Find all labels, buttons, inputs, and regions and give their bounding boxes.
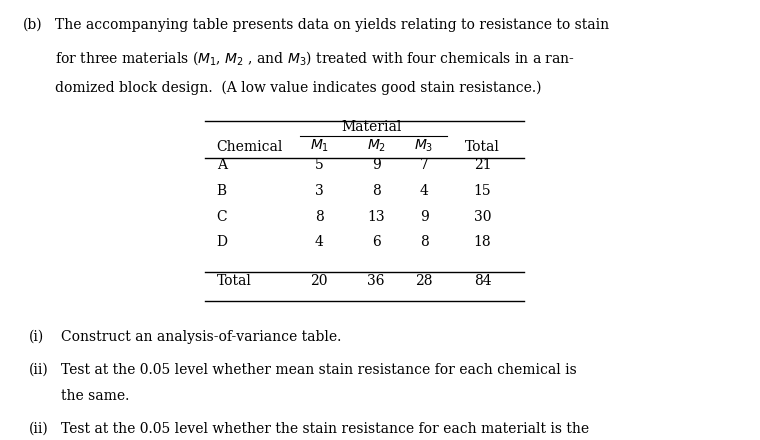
Text: 4: 4 bbox=[420, 184, 429, 198]
Text: Test at the 0.05 level whether mean stain resistance for each chemical is: Test at the 0.05 level whether mean stai… bbox=[61, 363, 577, 377]
Text: D: D bbox=[217, 235, 227, 249]
Text: 4: 4 bbox=[315, 235, 324, 249]
Text: 21: 21 bbox=[473, 158, 492, 172]
Text: 9: 9 bbox=[420, 209, 429, 224]
Text: Material: Material bbox=[341, 120, 402, 134]
Text: Total: Total bbox=[465, 140, 500, 154]
Text: (i): (i) bbox=[29, 330, 44, 344]
Text: 28: 28 bbox=[415, 274, 433, 288]
Text: 5: 5 bbox=[315, 158, 324, 172]
Text: C: C bbox=[217, 209, 227, 224]
Text: the same.: the same. bbox=[61, 389, 129, 403]
Text: (ii): (ii) bbox=[29, 363, 49, 377]
Text: 8: 8 bbox=[315, 209, 324, 224]
Text: 6: 6 bbox=[372, 235, 381, 249]
Text: (b): (b) bbox=[23, 18, 43, 32]
Text: for three materials ($M_1$, $M_2$ , and $M_3$) treated with four chemicals in a : for three materials ($M_1$, $M_2$ , and … bbox=[55, 49, 575, 67]
Text: 18: 18 bbox=[473, 235, 492, 249]
Text: The accompanying table presents data on yields relating to resistance to stain: The accompanying table presents data on … bbox=[55, 18, 609, 32]
Text: B: B bbox=[217, 184, 226, 198]
Text: 84: 84 bbox=[473, 274, 492, 288]
Text: 8: 8 bbox=[420, 235, 429, 249]
Text: $M_3$: $M_3$ bbox=[414, 138, 434, 154]
Text: Test at the 0.05 level whether the stain resistance for each materialt is the: Test at the 0.05 level whether the stain… bbox=[61, 422, 589, 436]
Text: A: A bbox=[217, 158, 226, 172]
Text: Construct an analysis-of-variance table.: Construct an analysis-of-variance table. bbox=[61, 330, 341, 344]
Text: 15: 15 bbox=[473, 184, 492, 198]
Text: 8: 8 bbox=[372, 184, 381, 198]
Text: 13: 13 bbox=[367, 209, 385, 224]
Text: 20: 20 bbox=[310, 274, 328, 288]
Text: $M_1$: $M_1$ bbox=[309, 138, 329, 154]
Text: 36: 36 bbox=[367, 274, 385, 288]
Text: 9: 9 bbox=[372, 158, 381, 172]
Text: (ii): (ii) bbox=[29, 422, 49, 436]
Text: Chemical: Chemical bbox=[217, 140, 283, 154]
Text: Total: Total bbox=[217, 274, 252, 288]
Text: domized block design.  (A low value indicates good stain resistance.): domized block design. (A low value indic… bbox=[55, 81, 541, 95]
Text: 30: 30 bbox=[473, 209, 492, 224]
Text: 7: 7 bbox=[420, 158, 429, 172]
Text: 3: 3 bbox=[315, 184, 324, 198]
Text: $M_2$: $M_2$ bbox=[366, 138, 386, 154]
